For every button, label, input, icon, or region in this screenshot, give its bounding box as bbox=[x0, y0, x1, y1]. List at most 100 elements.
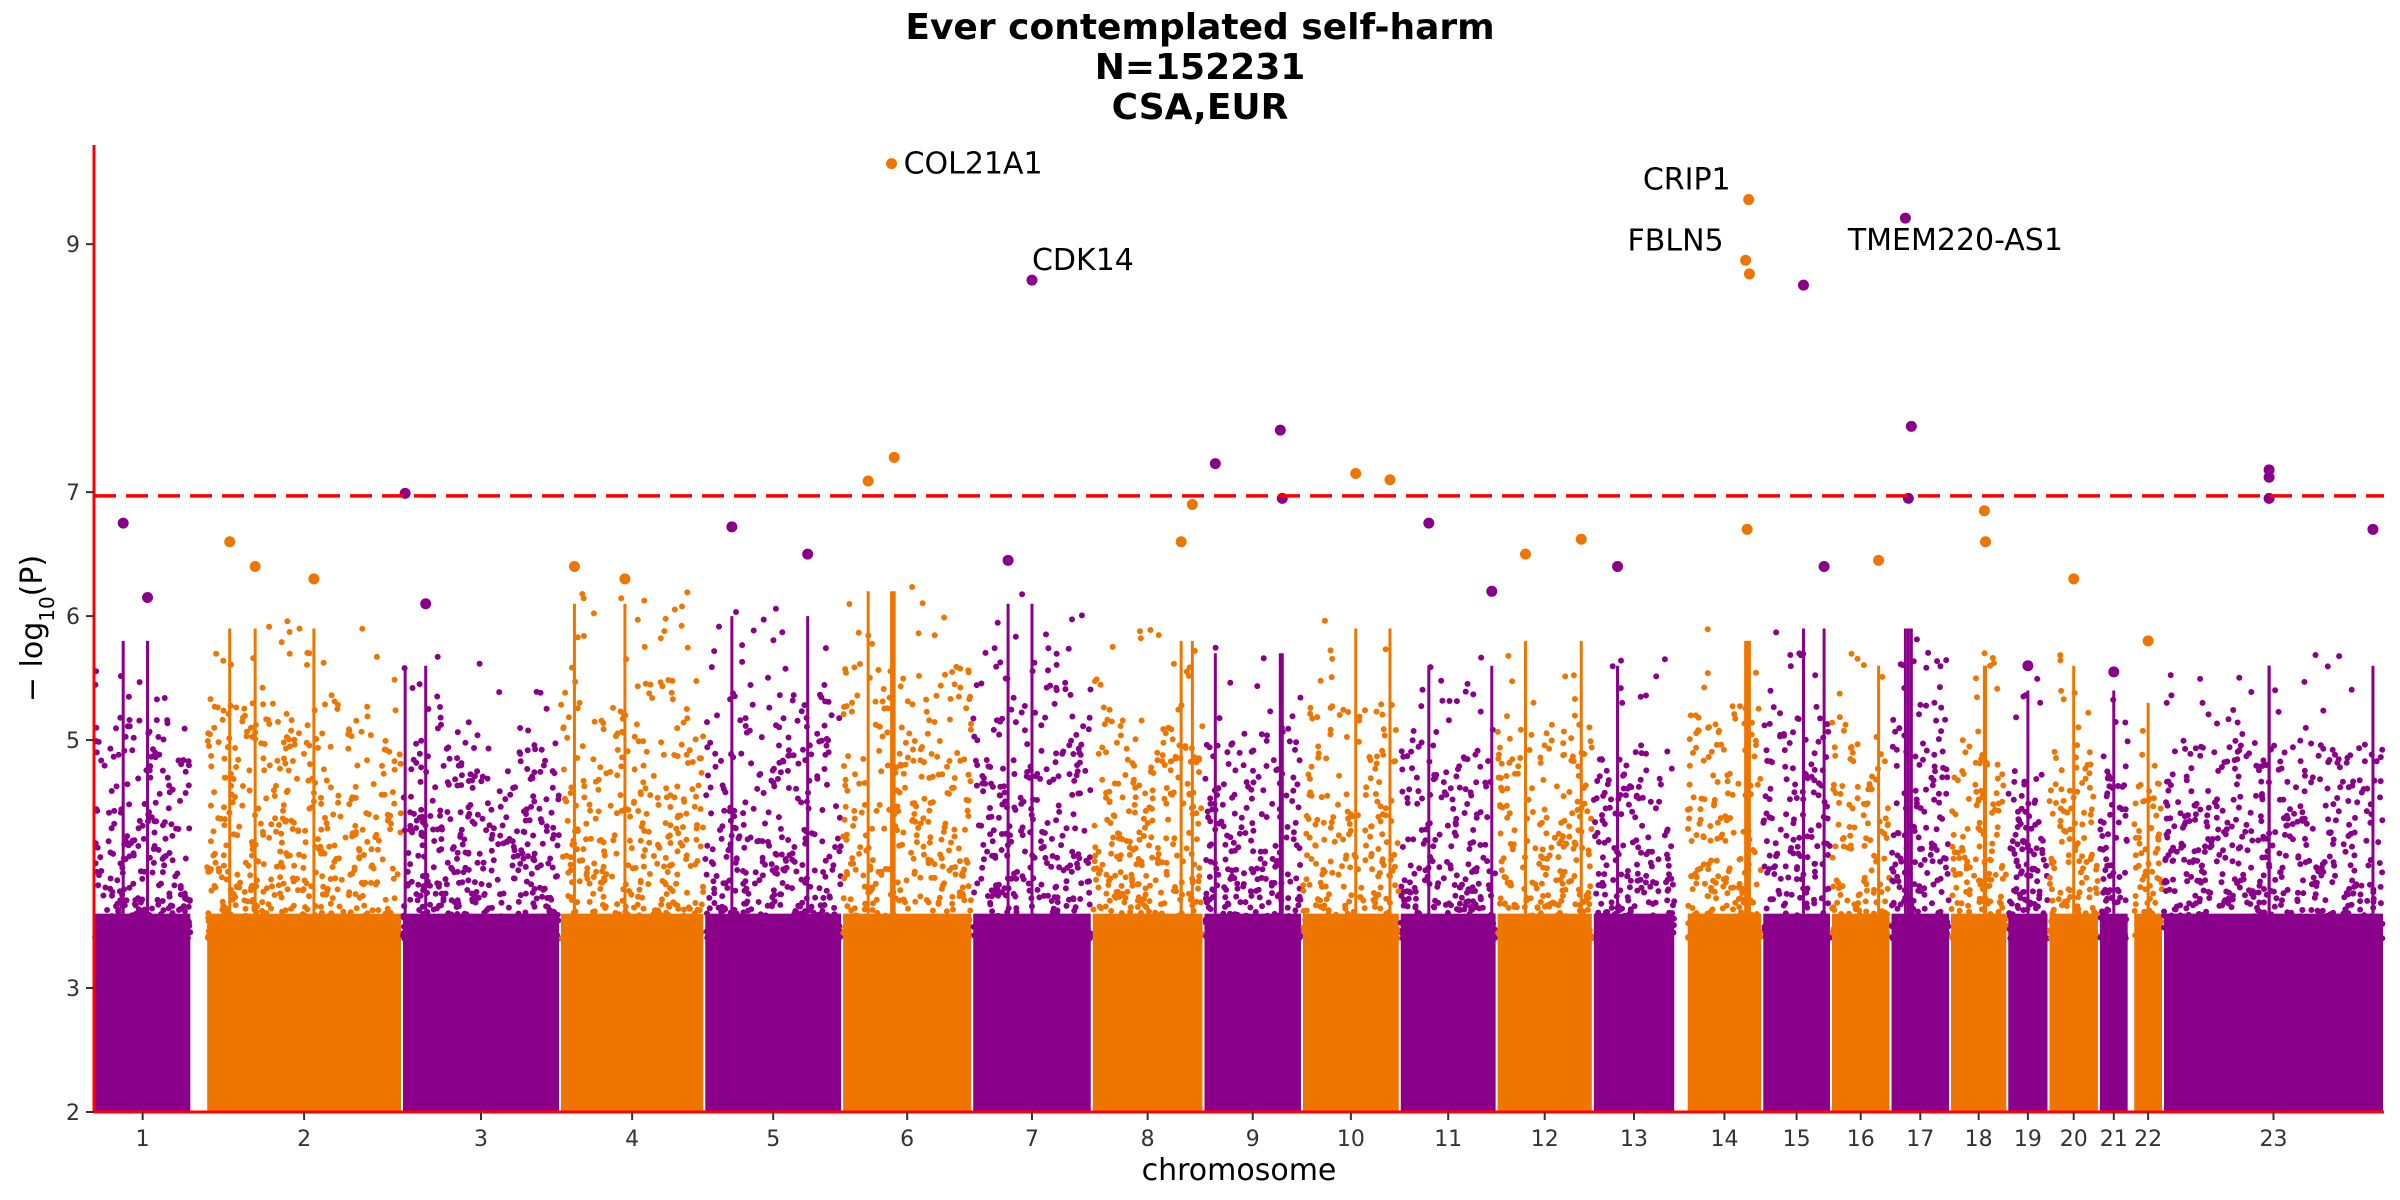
peak-point-9-0 bbox=[1209, 458, 1221, 470]
y-tick-label-3: 3 bbox=[66, 977, 80, 1002]
peak-point-14-2 bbox=[1743, 268, 1755, 280]
x-tick-label-6: 6 bbox=[900, 1127, 914, 1152]
peak-point-8-0 bbox=[1186, 499, 1198, 511]
peak-point-18-0 bbox=[1978, 505, 1990, 517]
chrom-band-12 bbox=[1497, 913, 1592, 1112]
chrom-points-6 bbox=[840, 584, 975, 942]
peak-point-17-1 bbox=[1905, 420, 1917, 432]
peak-point-13-0 bbox=[1612, 561, 1624, 573]
y-axis-title-subscript: 10 bbox=[35, 596, 59, 621]
x-tick-label-11: 11 bbox=[1434, 1127, 1462, 1152]
peak-point-4-0 bbox=[568, 561, 580, 573]
peak-point-6-1 bbox=[886, 158, 898, 170]
x-tick-label-3: 3 bbox=[474, 1127, 488, 1152]
peak-point-6-0 bbox=[862, 475, 874, 487]
y-tick-label-2: 2 bbox=[66, 1101, 80, 1126]
chrom-points-1 bbox=[92, 668, 194, 942]
annotation-crip1: CRIP1 bbox=[1643, 163, 1731, 198]
chrom-points-23 bbox=[2161, 652, 2386, 942]
chrom-points-4 bbox=[558, 589, 707, 942]
chrom-points-8 bbox=[1090, 627, 1206, 942]
peak-point-14-1 bbox=[1743, 194, 1755, 206]
peak-point-6-2 bbox=[888, 451, 900, 463]
y-tick-label-7: 7 bbox=[66, 481, 80, 506]
chrom-band-21 bbox=[2099, 913, 2128, 1112]
peak-point-7-1 bbox=[1002, 554, 1014, 566]
peak-point-23-1 bbox=[2263, 471, 2275, 483]
chrom-band-17 bbox=[1891, 913, 1950, 1112]
chrom-band-11 bbox=[1400, 913, 1496, 1112]
chrom-band-1 bbox=[95, 913, 191, 1112]
chrom-band-9 bbox=[1204, 913, 1301, 1112]
peak-point-15-0 bbox=[1797, 279, 1809, 291]
peak-point-3-1 bbox=[420, 598, 432, 610]
chrom-points-17 bbox=[1889, 636, 1952, 942]
peak-point-19-0 bbox=[2022, 660, 2034, 672]
y-axis-title-prefix: − log bbox=[15, 622, 50, 702]
chrom-points-2 bbox=[204, 618, 404, 942]
peak-point-18-1 bbox=[1980, 536, 1992, 548]
chrom-points-21 bbox=[2097, 696, 2131, 942]
peak-point-14-3 bbox=[1741, 523, 1753, 535]
x-tick-label-8: 8 bbox=[1141, 1127, 1155, 1152]
chrom-band-7 bbox=[973, 913, 1091, 1112]
x-tick-label-20: 20 bbox=[2060, 1127, 2088, 1152]
peak-point-5-1 bbox=[802, 548, 814, 560]
x-axis-ticks: 1 2 3 4 5 6 7 8 9 10 11 12 13 14 15 16 17 18 19 20 21 22 23 bbox=[136, 1112, 2288, 1152]
peak-point-11-0 bbox=[1423, 517, 1435, 529]
chart-title-line-1: Ever contemplated self-harm bbox=[905, 7, 1495, 48]
chrom-band-4 bbox=[561, 913, 704, 1112]
peak-point-9-1 bbox=[1274, 424, 1286, 436]
y-axis-ticks: 2 3 5 6 7 9 bbox=[66, 233, 94, 1126]
chrom-band-2 bbox=[207, 913, 402, 1112]
chrom-points-10 bbox=[1300, 617, 1402, 942]
x-tick-label-10: 10 bbox=[1337, 1127, 1365, 1152]
chrom-points-5 bbox=[702, 605, 844, 942]
x-tick-label-12: 12 bbox=[1531, 1127, 1559, 1152]
chrom-points-11 bbox=[1397, 654, 1499, 942]
chrom-band-23 bbox=[2164, 913, 2383, 1112]
peak-point-7-0 bbox=[1026, 274, 1038, 286]
chrom-points-15 bbox=[1760, 629, 1833, 942]
peak-point-8-1 bbox=[1175, 536, 1187, 548]
chrom-band-22 bbox=[2134, 913, 2163, 1112]
chrom-band-18 bbox=[1951, 913, 2007, 1112]
chrom-band-15 bbox=[1763, 913, 1830, 1112]
peak-point-10-0 bbox=[1350, 468, 1362, 480]
x-tick-label-19: 19 bbox=[2014, 1127, 2042, 1152]
x-tick-label-9: 9 bbox=[1246, 1127, 1260, 1152]
x-tick-label-14: 14 bbox=[1710, 1127, 1738, 1152]
data-points bbox=[92, 584, 2386, 1112]
peak-point-21-0 bbox=[2108, 666, 2120, 678]
peak-point-20-0 bbox=[2068, 573, 2080, 585]
x-tick-label-16: 16 bbox=[1847, 1127, 1875, 1152]
peak-point-12-0 bbox=[1519, 548, 1531, 560]
y-tick-label-6: 6 bbox=[66, 605, 80, 630]
chrom-points-18 bbox=[1948, 650, 2010, 942]
chrom-points-9 bbox=[1202, 644, 1304, 942]
chart-title-line-2: N=152231 bbox=[1094, 47, 1306, 88]
peak-point-4-1 bbox=[619, 573, 631, 585]
chrom-band-5 bbox=[705, 913, 842, 1112]
peak-point-15-1 bbox=[1818, 561, 1830, 573]
peak-point-2-1 bbox=[249, 561, 261, 573]
chart-title-line-3: CSA,EUR bbox=[1111, 87, 1289, 128]
annotation-tmem220-as1: TMEM220-AS1 bbox=[1847, 223, 2063, 258]
peak-points bbox=[117, 158, 2379, 678]
peak-point-1-0 bbox=[117, 517, 129, 529]
x-tick-label-2: 2 bbox=[297, 1127, 311, 1152]
peak-point-11-1 bbox=[1486, 585, 1498, 597]
peak-point-16-0 bbox=[1873, 554, 1885, 566]
chrom-points-14 bbox=[1684, 626, 1764, 942]
x-tick-label-18: 18 bbox=[1965, 1127, 1993, 1152]
chrom-band-14 bbox=[1687, 913, 1762, 1112]
x-tick-label-7: 7 bbox=[1025, 1127, 1039, 1152]
x-tick-label-21: 21 bbox=[2100, 1127, 2128, 1152]
chrom-band-3 bbox=[403, 913, 560, 1112]
peak-point-5-0 bbox=[726, 521, 738, 533]
chrom-band-8 bbox=[1092, 913, 1203, 1112]
peak-point-12-1 bbox=[1575, 533, 1587, 545]
peak-point-17-0 bbox=[1899, 212, 1911, 224]
x-tick-label-1: 1 bbox=[136, 1127, 150, 1152]
